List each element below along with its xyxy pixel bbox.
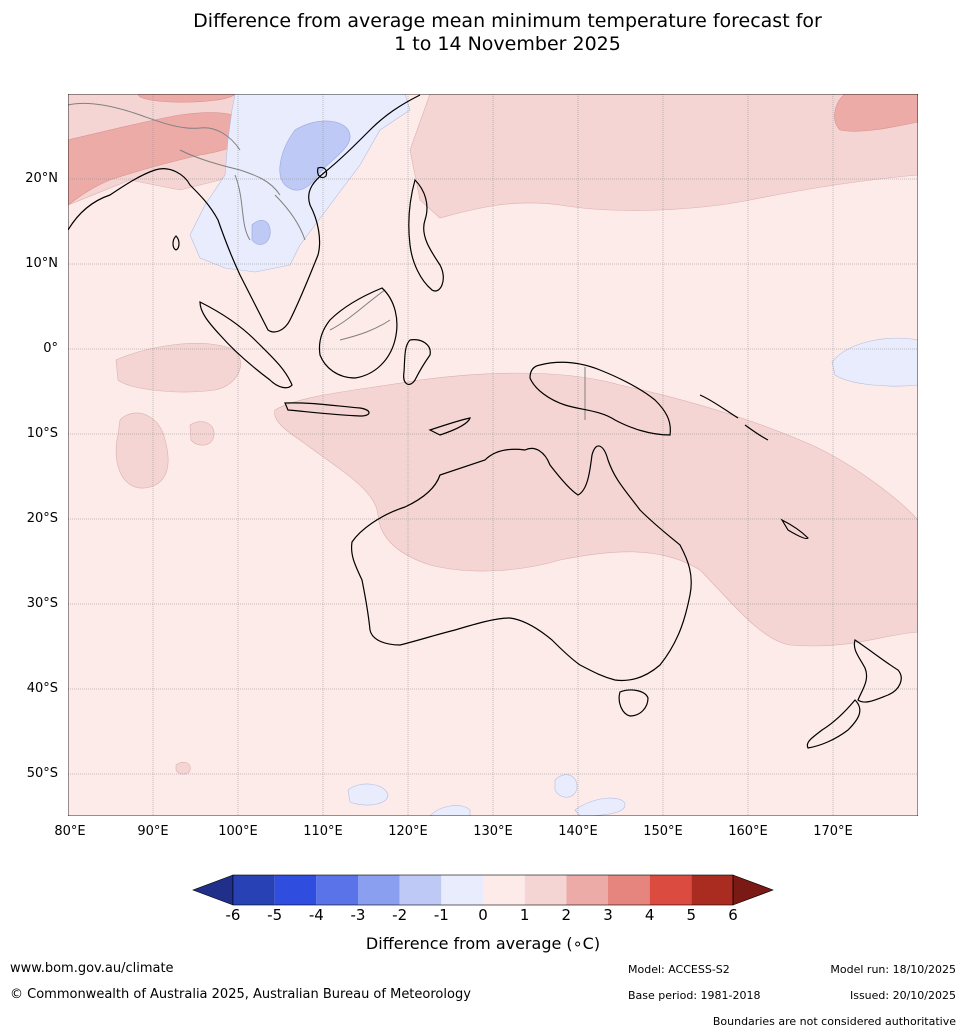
- warm-region-south-indian: [115, 412, 169, 489]
- lat-label-20s: 20°S: [26, 511, 58, 526]
- graticule: [68, 94, 918, 816]
- sulawesi-coast: [403, 339, 431, 385]
- tasmania-coast: [618, 689, 649, 717]
- colorbar-tick-label: -3: [350, 906, 366, 924]
- cool-region-west-pacific: [831, 337, 918, 387]
- lat-label-50s: 50°S: [26, 766, 58, 781]
- chart-title: Difference from average mean minimum tem…: [0, 10, 965, 56]
- colorbar-tick-label: -6: [225, 906, 241, 924]
- colorbar-bin: [358, 875, 400, 905]
- colorbar-bin: [483, 875, 525, 905]
- colorbar-bin: [316, 875, 358, 905]
- colorbar-tick-label: 3: [603, 906, 613, 924]
- colorbar-tick-label: 1: [519, 906, 530, 924]
- cooler-region-thailand: [251, 220, 271, 245]
- colorbar-extend-low: [192, 874, 234, 906]
- colorbar-bin: [274, 875, 317, 905]
- colorbar-tick-label: 5: [686, 906, 697, 924]
- lon-label-170e: 170°E: [813, 824, 853, 839]
- borneo-coast: [318, 287, 398, 379]
- colorbar-bin: [608, 875, 650, 905]
- cool-region-south-4: [429, 805, 471, 816]
- lon-label-80e: 80°E: [54, 824, 86, 839]
- boundaries-disclaimer: Boundaries are not considered authoritat…: [712, 1015, 956, 1028]
- sri-lanka: [172, 235, 180, 251]
- new-caledonia: [780, 518, 809, 540]
- warm-region-equatorial-indian: [115, 343, 241, 393]
- colorbar-tick-label: -2: [392, 906, 408, 924]
- colorbar-tick-label: 4: [644, 906, 655, 924]
- issued-date: Issued: 20/10/2025: [849, 989, 956, 1002]
- colorbar-bin: [649, 875, 692, 905]
- warm-region-north-pacific: [409, 94, 918, 219]
- lat-label-20n: 20°N: [25, 171, 58, 186]
- colorbar-tick-label: 0: [478, 906, 488, 924]
- colorbar-bin: [524, 875, 567, 905]
- website-link[interactable]: www.bom.gov.au/climate: [10, 961, 174, 976]
- lon-label-130e: 130°E: [473, 824, 513, 839]
- sumatra-coast: [199, 301, 293, 389]
- colorbar-tick-label: -4: [308, 906, 324, 924]
- coastlines: [68, 94, 902, 749]
- nz-north-island: [853, 639, 902, 703]
- new-guinea-coast: [529, 361, 671, 436]
- lon-label-100e: 100°E: [218, 824, 258, 839]
- warm-region-small-1: [189, 421, 215, 446]
- hot-region-north-pacific: [834, 94, 918, 132]
- solomon-islands: [699, 394, 769, 441]
- colorbar-bin: [233, 875, 275, 905]
- lon-label-150e: 150°E: [643, 824, 683, 839]
- warm-region-small-2: [175, 761, 191, 775]
- warm-region-maritime-australia: [274, 372, 918, 647]
- model-run: Model run: 18/10/2025: [830, 963, 956, 976]
- model-name: Model: ACCESS-S2: [628, 963, 730, 976]
- lon-label-120e: 120°E: [388, 824, 428, 839]
- colorbar-extend-high: [732, 874, 774, 906]
- java-coast: [284, 402, 370, 417]
- nz-south-island: [806, 699, 861, 749]
- philippines-coast: [408, 178, 444, 292]
- lat-label-10n: 10°N: [25, 256, 58, 271]
- hot-region-tibet-north: [137, 94, 236, 103]
- lon-label-140e: 140°E: [558, 824, 598, 839]
- copyright-text: © Commonwealth of Australia 2025, Austra…: [10, 987, 471, 1002]
- colorbar-bin: [691, 875, 733, 905]
- colorbar-tick-label: 6: [728, 906, 738, 924]
- title-line-2: 1 to 14 November 2025: [394, 33, 621, 55]
- lon-label-110e: 110°E: [303, 824, 343, 839]
- mainland-asia-coast: [68, 94, 421, 333]
- colorbar-tick-label: -5: [267, 906, 283, 924]
- timor: [428, 417, 471, 436]
- hainan: [317, 166, 328, 179]
- cool-region-south-1: [347, 783, 389, 806]
- lat-label-0: 0°: [43, 341, 58, 356]
- lat-label-40s: 40°S: [26, 681, 58, 696]
- base-period: Base period: 1981-2018: [628, 989, 761, 1002]
- colorbar-bin: [566, 875, 608, 905]
- colorbar-tick-label: -1: [433, 906, 449, 924]
- lat-label-30s: 30°S: [26, 596, 58, 611]
- cool-region-south-2: [554, 774, 578, 798]
- lon-label-160e: 160°E: [728, 824, 768, 839]
- colorbar-tick-label: 2: [561, 906, 572, 924]
- colorbar-label: Difference from average (∘C): [365, 934, 601, 953]
- title-line-1: Difference from average mean minimum tem…: [193, 10, 822, 32]
- colorbar-bin: [399, 875, 442, 905]
- australia-coast: [350, 445, 692, 682]
- lat-label-10s: 10°S: [26, 426, 58, 441]
- colorbar-bin: [441, 875, 483, 905]
- lon-label-90e: 90°E: [137, 824, 169, 839]
- country-boundaries: [68, 102, 586, 420]
- colorbar-frame: [232, 874, 734, 906]
